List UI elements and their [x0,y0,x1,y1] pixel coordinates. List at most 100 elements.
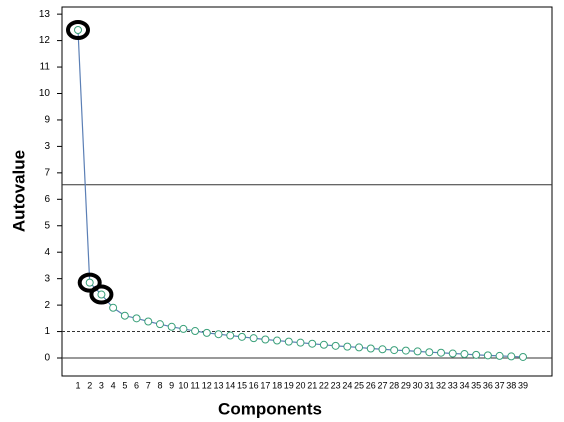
point [97,290,106,299]
x-axis-title: Components [218,399,322,418]
highlight-circle [89,284,114,305]
y-tick-label: 5 [44,220,50,231]
point [460,350,469,359]
point [273,336,282,345]
x-tick-label: 8 [157,380,162,390]
x-tick-label: 17 [260,380,270,390]
point [448,349,457,358]
y-tick-label: 6 [44,194,50,205]
x-tick-label: 16 [249,380,259,390]
y-tick-label: 10 [39,88,51,99]
x-tick-label: 24 [342,380,352,390]
point [483,351,492,360]
y-axis-title: Autovalue [9,150,28,232]
point [319,340,328,349]
point [179,324,188,333]
point [74,26,82,35]
point [331,341,340,350]
y-tick-label: 4 [44,247,50,258]
y-tick-label: 11 [40,62,51,73]
point [85,278,94,287]
point [413,347,422,356]
point [191,327,200,336]
point [144,317,153,326]
y-tick-label: 2 [44,300,50,311]
point [401,346,410,355]
x-tick-label: 19 [284,380,294,390]
point [437,348,446,357]
x-tick-label: 25 [354,380,364,390]
point [237,332,246,341]
series-line [77,29,524,358]
highlight-circle [66,20,90,41]
x-tick-label: 28 [389,380,399,390]
point [249,334,258,343]
x-tick-label: 5 [122,380,127,390]
x-tick-label: 23 [331,380,341,390]
y-tick-label: 9 [44,115,50,126]
point [519,352,527,361]
point [495,351,504,360]
x-tick-label: 13 [214,380,224,390]
y-tick-label: 3 [44,273,50,284]
x-tick-label: 29 [401,380,411,390]
x-tick-label: 14 [225,380,235,390]
x-tick-label: 22 [319,380,329,390]
point [296,338,305,347]
x-tick-label: 1 [75,380,80,390]
point [425,348,434,357]
point [308,339,317,348]
x-tick-label: 31 [424,380,434,390]
point [261,335,270,344]
x-tick-label: 32 [436,380,446,390]
x-tick-label: 12 [202,380,212,390]
point [390,346,399,355]
y-tick-label: 1 [44,326,50,337]
x-tick-label: 10 [178,380,188,390]
x-tick-label: 4 [111,380,116,390]
x-tick-label: 6 [134,380,139,390]
point [366,344,375,353]
point [507,352,516,361]
x-tick-label: 27 [377,380,387,390]
y-tick-label: 13 [39,9,51,20]
x-tick-label: 7 [146,380,151,390]
x-tick-label: 34 [459,380,469,390]
x-tick-label: 39 [518,380,528,390]
x-tick-label: 21 [307,380,317,390]
x-tick-label: 3 [99,380,104,390]
y-tick-label: 7 [44,167,50,178]
x-tick-label: 30 [413,380,423,390]
point [120,311,129,320]
y-tick-label: 12 [39,35,51,46]
x-tick-label: 2 [87,380,92,390]
point [132,314,141,323]
point [378,345,387,354]
point [284,337,293,346]
point [472,350,481,359]
x-tick-label: 33 [448,380,458,390]
y-tick-label: 0 [44,353,50,364]
point [202,328,211,337]
point [355,343,364,352]
x-tick-label: 18 [272,380,282,390]
y-tick-label: 3 [44,141,50,152]
highlight-circle [77,272,102,293]
point [155,320,164,329]
plot-frame [61,6,553,377]
x-tick-label: 11 [190,380,199,390]
x-tick-label: 26 [366,380,376,390]
x-tick-label: 38 [506,380,516,390]
x-tick-label: 37 [495,380,505,390]
x-tick-label: 36 [483,380,493,390]
x-tick-label: 35 [471,380,481,390]
point [343,342,352,351]
x-tick-label: 15 [237,380,247,390]
point [109,303,118,312]
point [167,322,176,331]
x-tick-label: 20 [295,380,305,390]
x-tick-label: 9 [169,380,174,390]
point [226,331,235,340]
point [214,330,223,339]
